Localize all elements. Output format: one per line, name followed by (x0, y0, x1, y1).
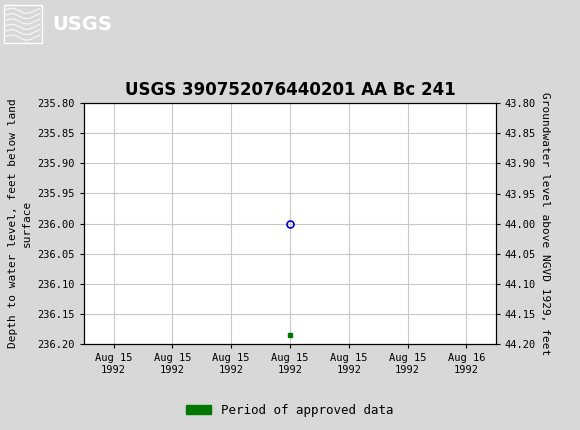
Bar (4, 5, 42, 43)
Text: USGS: USGS (52, 15, 112, 34)
Y-axis label: Groundwater level above NGVD 1929, feet: Groundwater level above NGVD 1929, feet (540, 92, 550, 355)
Title: USGS 390752076440201 AA Bc 241: USGS 390752076440201 AA Bc 241 (125, 81, 455, 99)
Y-axis label: Depth to water level, feet below land
surface: Depth to water level, feet below land su… (8, 99, 32, 348)
Legend: Period of approved data: Period of approved data (181, 399, 399, 421)
